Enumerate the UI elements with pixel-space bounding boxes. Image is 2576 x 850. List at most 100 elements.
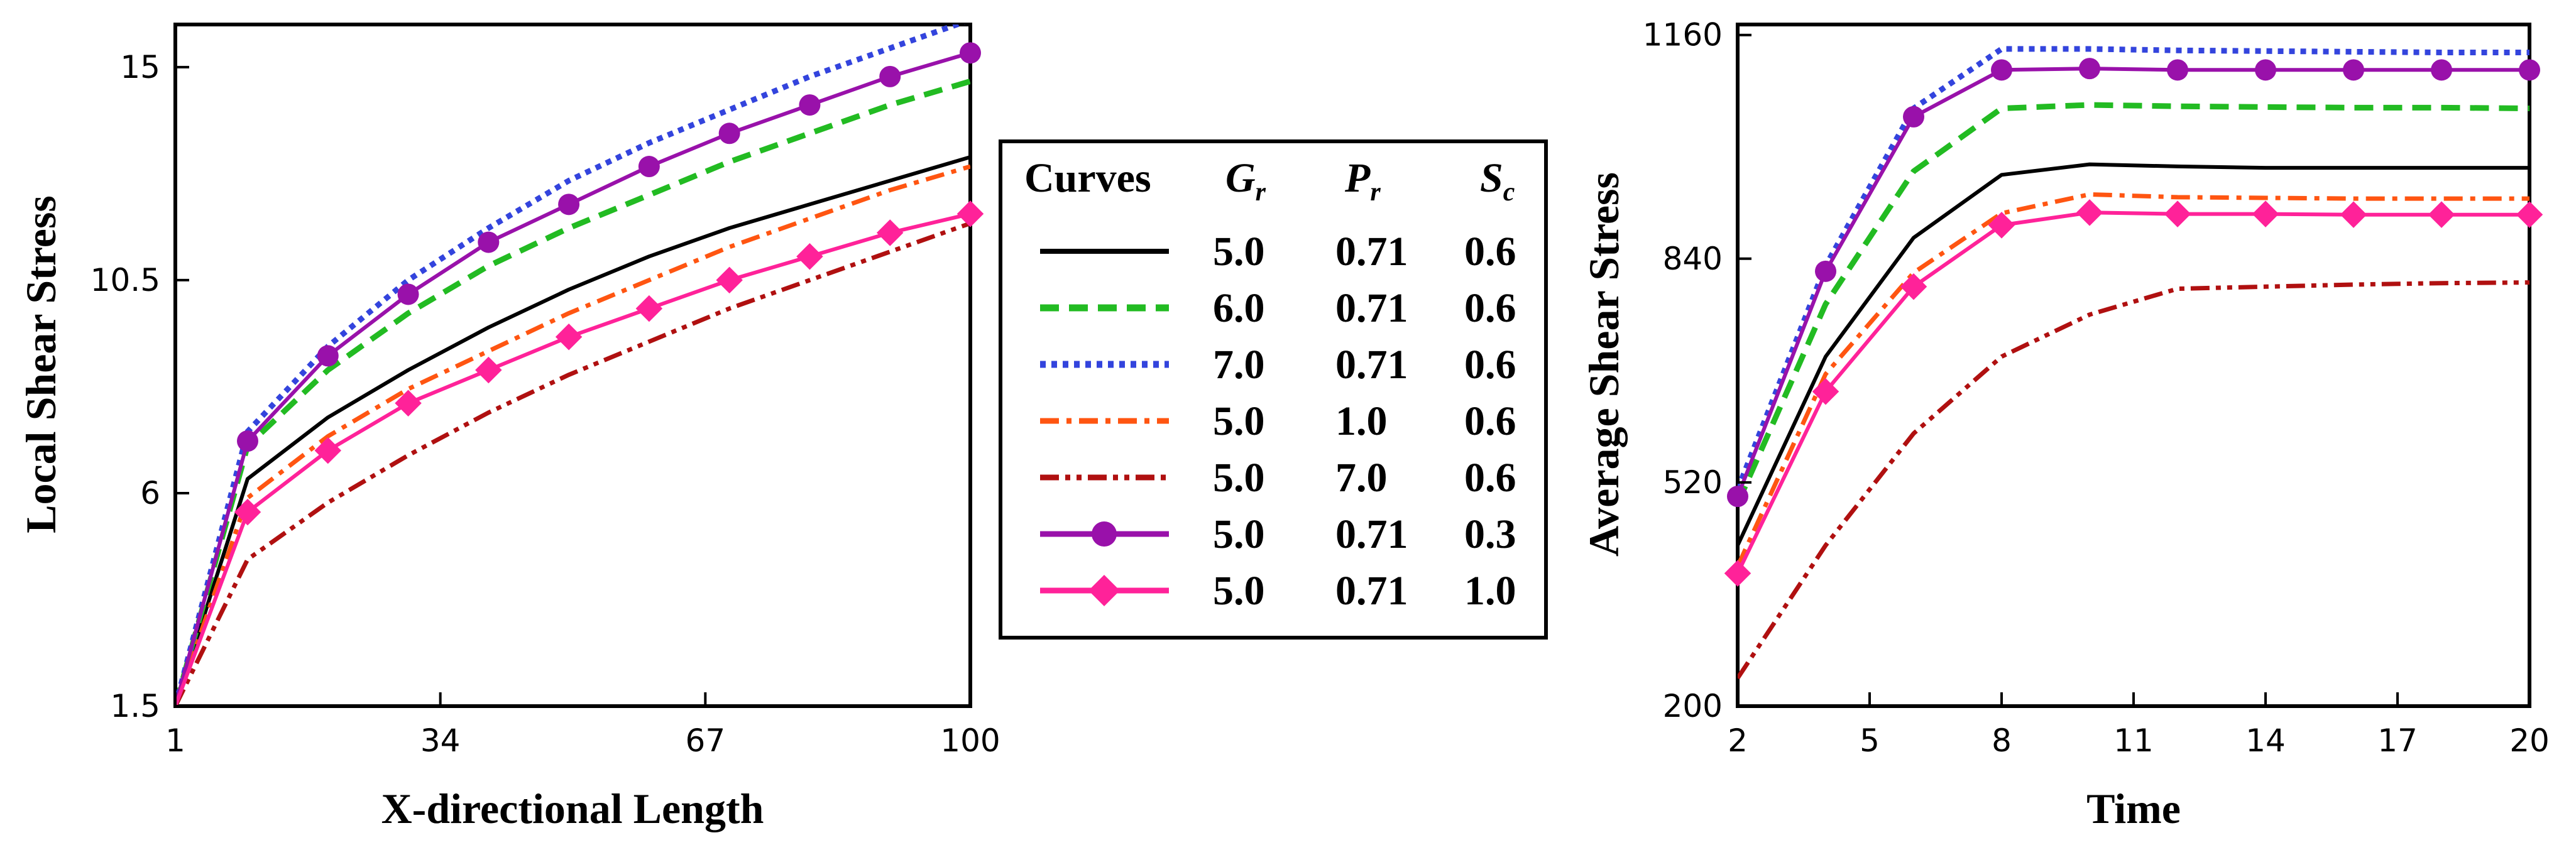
series-marker	[2255, 59, 2276, 81]
legend-line-sample	[1040, 575, 1169, 606]
tick-group: 1 34 67 100 1.5 6 10.5 15	[90, 49, 1000, 759]
series-marker	[876, 219, 904, 246]
legend-sc-value: 0.3	[1464, 511, 1516, 557]
x-tick-label: 20	[2509, 722, 2550, 759]
series-marker	[395, 390, 422, 417]
series-marker	[1991, 59, 2012, 81]
legend-sc-value: 0.6	[1464, 342, 1516, 388]
legend: Curves Gr Pr Sc 5.0 0.71 0.6 6.0 0.71 0.…	[999, 139, 1548, 640]
series-line	[1738, 67, 2529, 498]
series-marker	[1903, 106, 1924, 128]
series-marker	[635, 295, 663, 322]
series-marker	[2167, 59, 2188, 81]
y-axis-title: Local Shear Stress	[17, 195, 65, 533]
series-marker	[558, 193, 580, 215]
plot-frame	[173, 23, 972, 708]
legend-pr-value: 0.71	[1335, 229, 1408, 275]
legend-gr-value: 5.0	[1213, 511, 1265, 557]
legend-pr-value: 0.71	[1335, 342, 1408, 388]
series-marker	[555, 324, 583, 351]
x-tick-label: 34	[420, 722, 461, 759]
series-marker	[1988, 212, 2015, 239]
series-marker	[2164, 200, 2191, 227]
tick-group: 2 5 8 11 14 17 20 200 520 840 1160	[1643, 17, 2550, 759]
series-marker	[956, 200, 984, 227]
series-marker	[1815, 260, 1836, 282]
legend-header-sc: Sc	[1480, 155, 1515, 207]
y-axis-title: Average Shear Stress	[1580, 172, 1628, 557]
series-line	[1738, 192, 2529, 567]
y-tick-label: 15	[120, 49, 160, 85]
legend-header-gr: Gr	[1225, 155, 1266, 207]
series-line	[1738, 280, 2529, 680]
x-tick-label: 11	[2113, 722, 2154, 759]
legend-pr-value: 7.0	[1335, 455, 1388, 501]
series-marker	[2079, 58, 2100, 80]
x-tick-label: 67	[686, 722, 726, 759]
series-marker	[397, 283, 419, 305]
y-tick-label: 10.5	[90, 262, 160, 298]
series-marker	[2343, 59, 2364, 81]
series-line	[1738, 162, 2529, 547]
series-marker	[2428, 201, 2455, 228]
series-marker	[2076, 199, 2103, 226]
legend-gr-value: 5.0	[1213, 568, 1265, 614]
series-marker	[960, 42, 981, 64]
y-tick-label: 1.5	[110, 688, 160, 724]
series-marker	[2252, 200, 2279, 227]
legend-header-curves: Curves	[1024, 155, 1151, 201]
y-tick-label: 840	[1663, 241, 1723, 277]
series-line	[175, 155, 970, 706]
series-line	[175, 221, 970, 706]
y-tick-label: 200	[1663, 688, 1723, 724]
x-axis-title: Time	[2086, 785, 2181, 832]
legend-gr-value: 5.0	[1213, 455, 1265, 501]
legend-gr-value: 6.0	[1213, 285, 1265, 331]
legend-row: 6.0 0.71 0.6	[1040, 285, 1516, 331]
legend-pr-value: 0.71	[1335, 285, 1408, 331]
series-marker	[2516, 201, 2543, 228]
legend-sc-value: 0.6	[1464, 455, 1516, 501]
legend-box	[999, 139, 1548, 640]
average-shear-stress-chart: 2 5 8 11 14 17 20 200 520 840 1160 Time Average Sh…	[1580, 17, 2550, 832]
plot-frame	[1736, 23, 2531, 708]
series-marker	[1727, 486, 1748, 508]
legend-gr-value: 7.0	[1213, 342, 1265, 388]
y-tick-label: 1160	[1643, 17, 1723, 53]
legend-sc-value: 0.6	[1464, 229, 1516, 275]
legend-line-sample	[1040, 521, 1169, 547]
series-group	[175, 25, 984, 706]
series-marker	[2431, 59, 2452, 81]
legend-row: 5.0 0.71 1.0	[1040, 568, 1516, 614]
series-marker	[718, 123, 740, 144]
series-marker	[237, 430, 258, 452]
series-marker	[2340, 201, 2367, 228]
y-tick-label: 520	[1663, 464, 1723, 501]
series-marker	[796, 242, 823, 270]
legend-row: 7.0 0.71 0.6	[1040, 342, 1516, 388]
legend-gr-value: 5.0	[1213, 398, 1265, 444]
series-marker	[478, 231, 500, 253]
series-line	[1738, 102, 2529, 505]
series-marker	[716, 266, 743, 294]
series-marker	[1724, 560, 1751, 587]
x-tick-label: 5	[1860, 722, 1880, 759]
series-marker	[317, 345, 339, 367]
legend-marker	[1088, 575, 1120, 606]
series-marker	[475, 356, 502, 384]
x-tick-label: 17	[2377, 722, 2418, 759]
x-tick-label: 14	[2245, 722, 2286, 759]
legend-sc-value: 0.6	[1464, 285, 1516, 331]
legend-row: 5.0 7.0 0.6	[1040, 455, 1516, 501]
x-axis-title: X-directional Length	[381, 785, 764, 832]
x-tick-label: 1	[165, 722, 185, 759]
series-group	[1724, 46, 2543, 680]
series-line	[1738, 210, 2529, 574]
legend-pr-value: 1.0	[1335, 398, 1388, 444]
legend-marker	[1092, 521, 1117, 547]
series-marker	[234, 498, 261, 526]
series-marker	[1900, 273, 1927, 300]
legend-header-pr: Pr	[1344, 155, 1381, 207]
